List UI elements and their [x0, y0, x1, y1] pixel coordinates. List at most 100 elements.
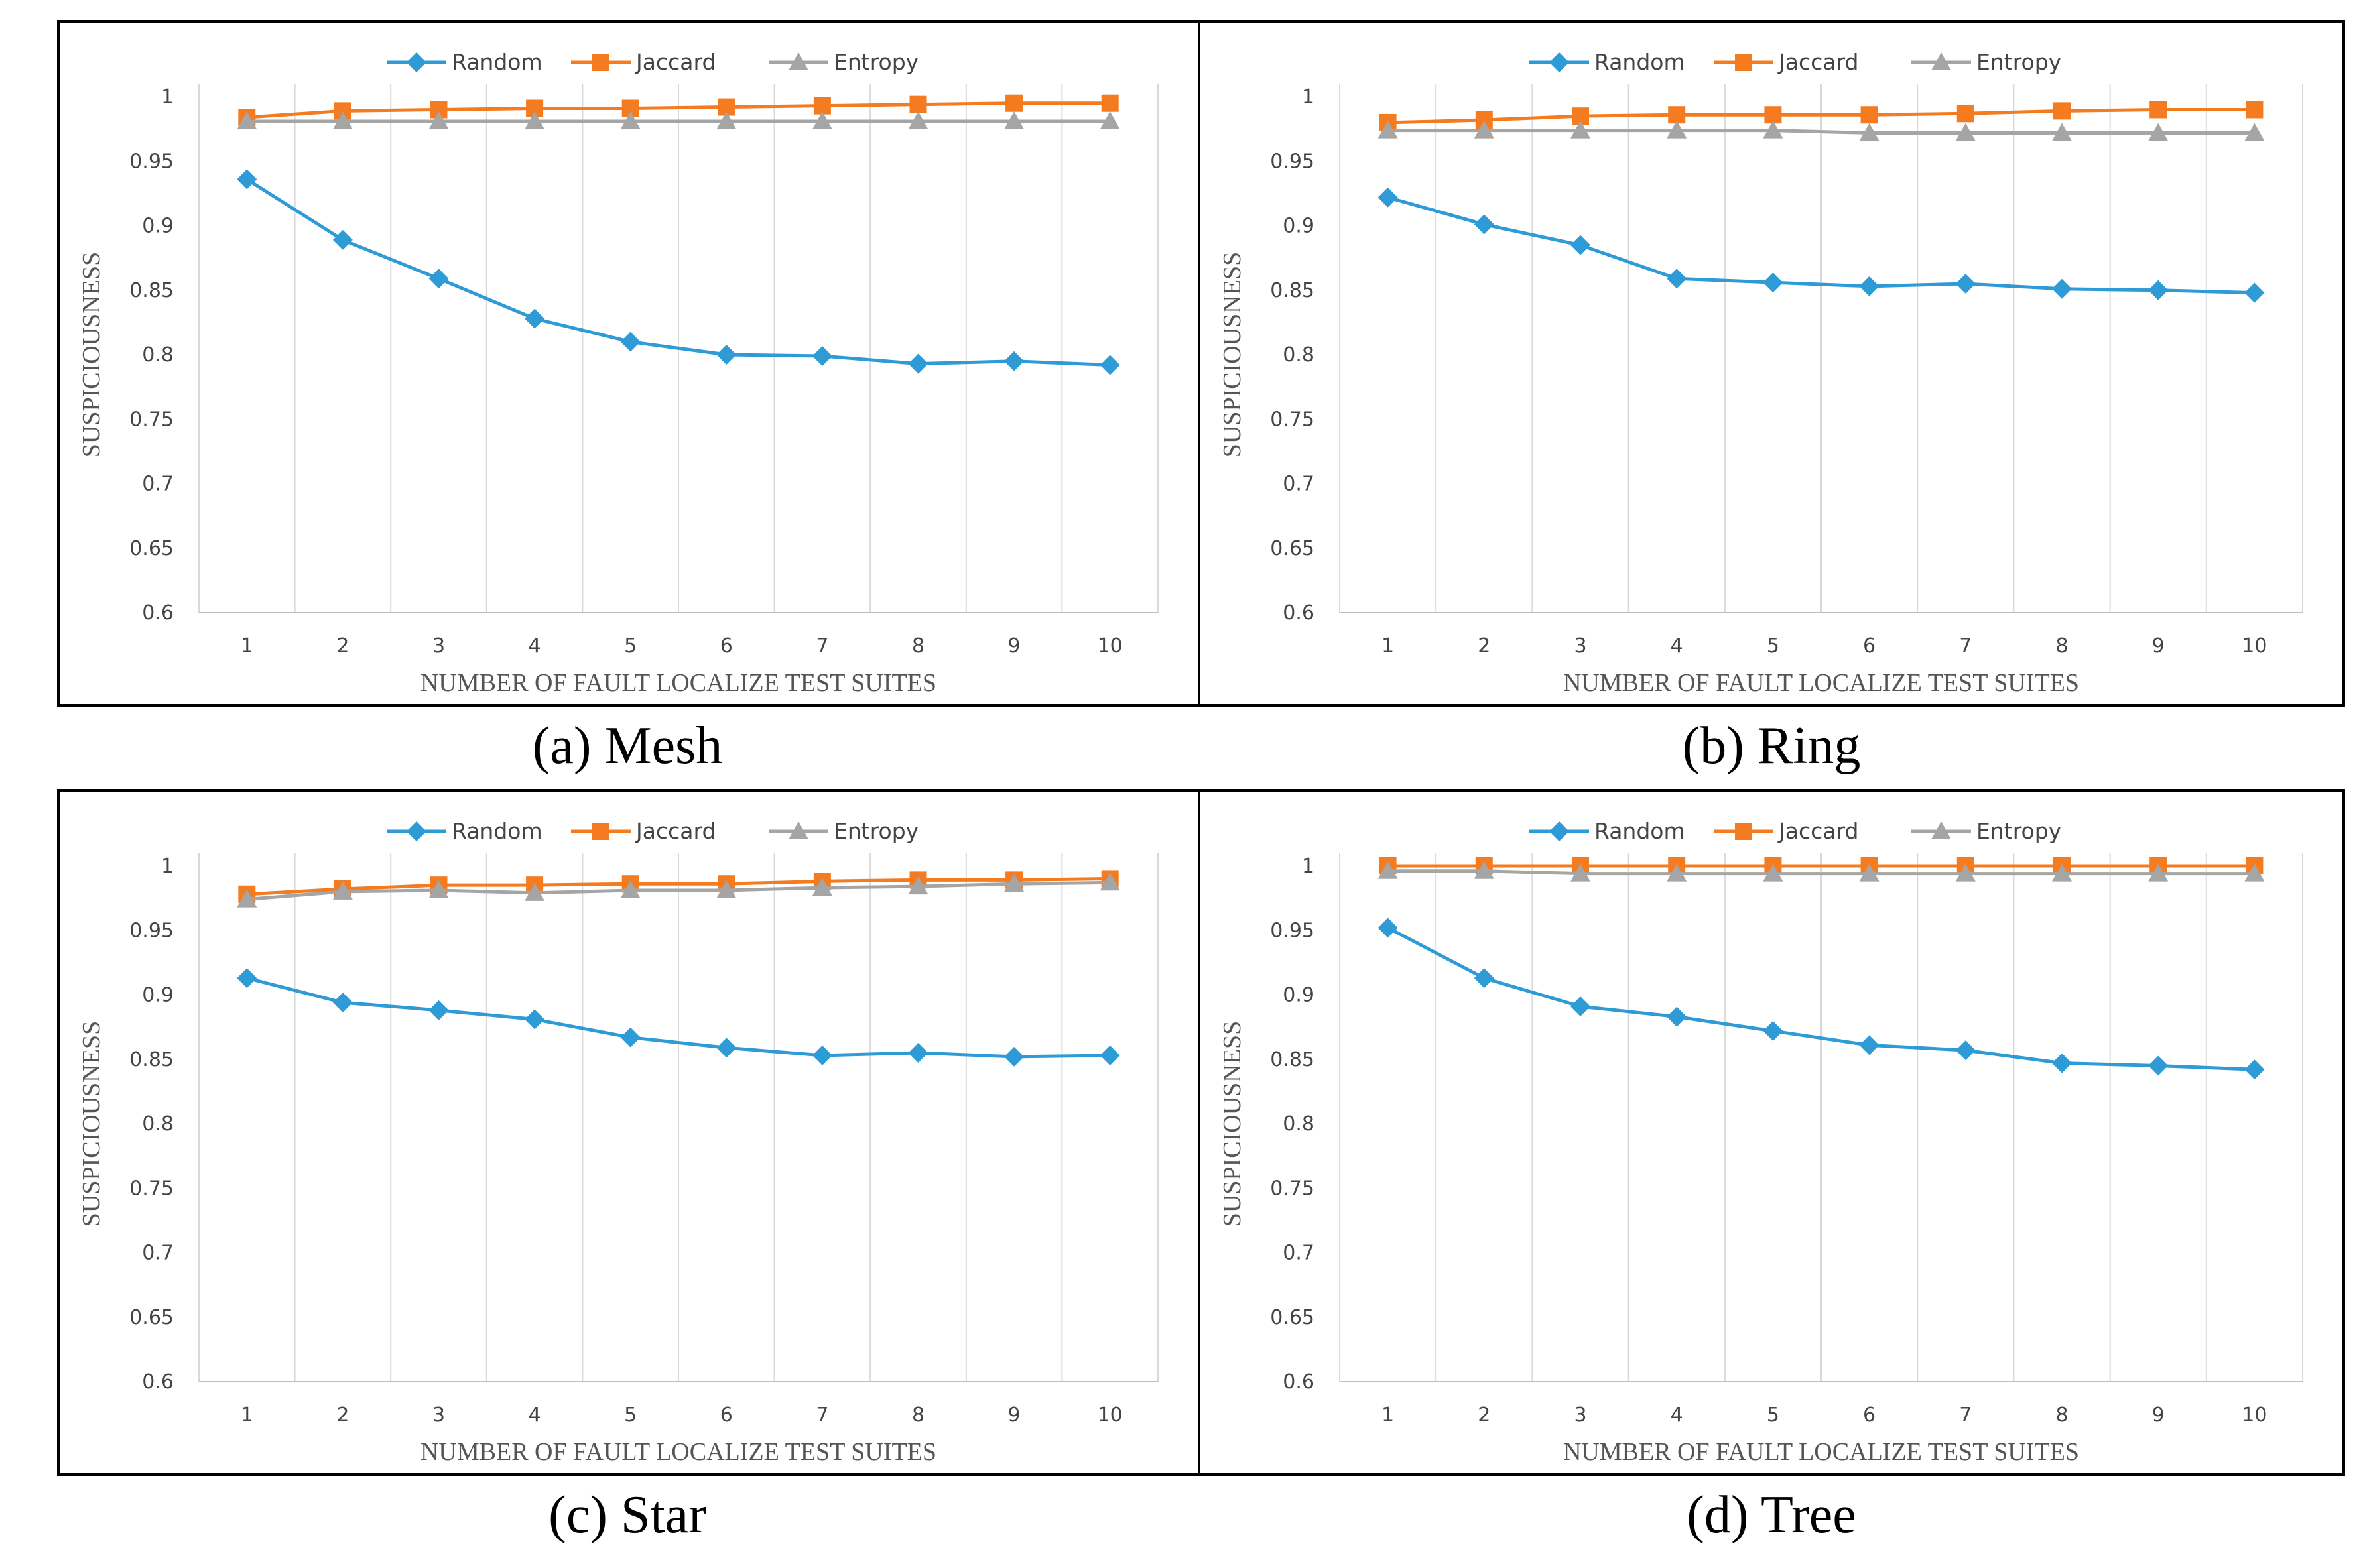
chart-star-data-point-random	[908, 1043, 928, 1063]
chart-ring-x-tick-label: 3	[1574, 634, 1586, 658]
chart-star-y-tick-label: 0.6	[142, 1370, 174, 1394]
chart-star-x-tick-label: 2	[336, 1404, 349, 1427]
chart-star-y-tick-label: 0.9	[142, 984, 174, 1007]
chart-ring-data-point-entropy	[1667, 120, 1687, 139]
chart-ring-data-point-random	[1667, 269, 1687, 289]
chart-tree-x-tick-label: 2	[1478, 1404, 1490, 1427]
chart-mesh-data-point-entropy	[1100, 111, 1120, 129]
chart-star-x-tick-label: 7	[816, 1404, 828, 1427]
chart-ring-data-point-entropy	[2244, 123, 2265, 141]
chart-ring-data-point-jaccard	[2053, 102, 2071, 120]
chart-tree-legend-marker-random	[1549, 821, 1569, 841]
chart-ring-data-point-random	[1859, 276, 1880, 296]
chart-mesh-data-point-entropy	[237, 111, 257, 129]
chart-mesh-data-point-entropy	[428, 111, 449, 129]
chart-mesh-y-tick-label: 0.7	[142, 473, 174, 496]
chart-tree-series-line-entropy	[1387, 869, 2255, 876]
chart-star-data-point-entropy	[237, 889, 257, 908]
chart-mesh-x-axis-title: NUMBER OF FAULT LOCALIZE TEST SUITES	[420, 669, 936, 697]
chart-mesh-x-tick-label: 9	[1008, 634, 1021, 658]
chart-tree-x-tick-label: 4	[1671, 1404, 1683, 1427]
chart-mesh-data-point-jaccard	[1101, 94, 1119, 112]
chart-tree-x-tick-label: 1	[1381, 1404, 1394, 1427]
chart-tree-x-tick-label: 10	[2242, 1404, 2267, 1427]
chart-mesh-data-point-entropy	[716, 111, 737, 129]
chart-star-y-tick-label: 0.85	[129, 1048, 174, 1071]
chart-ring-data-point-entropy	[1763, 120, 1783, 139]
chart-tree-x-tick-label: 6	[1863, 1404, 1876, 1427]
chart-tree-data-point-random	[1955, 1040, 1976, 1061]
chart-ring-svg: 0.6 0.65 0.7 0.75 0.8 0.85 0.9 0.95 1 1 2 3 4 5 6 7 8 9 10…	[1218, 49, 2303, 697]
chart-tree-svg: 0.6 0.65 0.7 0.75 0.8 0.85 0.9 0.95 1 1 2 3 4 5 6 7 8 9 10…	[1218, 818, 2303, 1466]
chart-tree-data-point-entropy	[1377, 861, 1398, 879]
chart-ring-x-tick-label: 5	[1767, 634, 1779, 658]
chart-ring-y-tick-label: 0.75	[1270, 408, 1314, 431]
chart-mesh-data-point-random	[428, 269, 449, 289]
chart-mesh-y-tick-label: 0.6	[142, 601, 174, 625]
chart-mesh-data-point-random	[237, 169, 257, 190]
chart-star-data-point-entropy	[332, 881, 353, 900]
chart-ring-y-tick-label: 0.6	[1283, 601, 1314, 625]
chart-star-legend-marker-random	[407, 821, 426, 841]
chart-ring-y-tick-label: 0.8	[1283, 343, 1314, 367]
chart-star-x-tick-label: 1	[241, 1404, 253, 1427]
chart-mesh: 0.6 0.65 0.7 0.75 0.8 0.85 0.9 0.95 1 1 2 3 4 5 6 7 8 9 10…	[60, 23, 1198, 704]
chart-mesh-data-point-random	[620, 332, 641, 352]
chart-ring-data-point-random	[1474, 214, 1494, 235]
chart-ring-data-point-jaccard	[1860, 106, 1878, 124]
chart-mesh-x-tick-label: 10	[1098, 634, 1123, 658]
chart-mesh-y-tick-label: 0.65	[129, 537, 174, 560]
chart-tree-data-point-entropy	[1667, 863, 1687, 882]
chart-tree-x-tick-label: 3	[1574, 1404, 1586, 1427]
chart-tree-data-point-random	[1859, 1035, 1880, 1055]
chart-ring-data-point-random	[2244, 282, 2265, 303]
chart-mesh-legend-label-entropy: Entropy	[834, 49, 919, 75]
chart-tree-y-tick-label: 0.65	[1270, 1306, 1314, 1329]
chart-ring-data-point-entropy	[1570, 120, 1590, 139]
caption-star: (c) Star	[548, 1486, 706, 1544]
chart-ring-y-tick-label: 0.85	[1270, 279, 1314, 302]
chart-ring-x-tick-label: 2	[1478, 634, 1490, 658]
chart-tree-data-point-entropy	[1763, 863, 1783, 882]
chart-mesh-data-point-random	[716, 345, 737, 365]
chart-star-y-tick-label: 0.75	[129, 1177, 174, 1200]
chart-ring-data-point-random	[2148, 280, 2169, 300]
chart-ring-series-line-random	[1387, 196, 2255, 295]
chart-star-y-tick-label: 0.65	[129, 1306, 174, 1329]
chart-ring-x-tick-label: 10	[2242, 634, 2267, 658]
chart-ring-legend-marker-jaccard	[1735, 54, 1752, 71]
chart-star-series-line-random	[246, 976, 1110, 1059]
chart-mesh-y-tick-label: 1	[161, 86, 174, 109]
chart-star-data-point-entropy	[1004, 874, 1025, 892]
chart-mesh-series-line-random	[245, 178, 1110, 367]
caption-mesh: (a) Mesh	[532, 717, 723, 775]
chart-ring: 0.6 0.65 0.7 0.75 0.8 0.85 0.9 0.95 1 1 2 3 4 5 6 7 8 9 10…	[1200, 23, 2342, 704]
chart-tree-legend-marker-jaccard	[1735, 823, 1752, 840]
chart-star-data-point-random	[428, 1000, 449, 1020]
chart-ring-legend-marker-entropy	[1931, 52, 1951, 70]
chart-mesh-data-point-entropy	[908, 111, 928, 129]
chart-tree-y-tick-label: 0.8	[1283, 1113, 1314, 1136]
chart-ring-y-tick-label: 0.95	[1270, 150, 1314, 173]
chart-mesh-data-point-entropy	[332, 111, 353, 129]
chart-star-legend-label-random: Random	[452, 818, 542, 844]
chart-star-data-point-entropy	[428, 880, 449, 898]
chart-mesh-y-tick-label: 0.85	[129, 279, 174, 302]
chart-tree-data-point-random	[2052, 1053, 2072, 1073]
chart-mesh-data-point-random	[812, 345, 832, 366]
chart-ring-data-point-jaccard	[1956, 105, 1974, 123]
chart-tree-y-axis-title: SUSPICIOUSNESS	[1218, 1021, 1246, 1227]
chart-ring-data-point-entropy	[2148, 123, 2169, 141]
chart-mesh-y-tick-label: 0.75	[129, 408, 174, 431]
chart-tree-data-point-entropy	[1859, 863, 1880, 882]
chart-star-data-point-random	[620, 1027, 641, 1048]
chart-mesh-y-tick-label: 0.8	[142, 343, 174, 367]
chart-ring-x-axis-title: NUMBER OF FAULT LOCALIZE TEST SUITES	[1563, 669, 2079, 697]
chart-tree-data-point-random	[1377, 918, 1398, 938]
chart-star-x-tick-label: 9	[1008, 1404, 1021, 1427]
chart-star-data-point-random	[525, 1009, 545, 1030]
chart-star-data-point-random	[1100, 1045, 1120, 1065]
chart-ring-data-point-random	[1377, 187, 1398, 208]
chart-star-x-axis-title: NUMBER OF FAULT LOCALIZE TEST SUITES	[420, 1438, 936, 1466]
chart-star-y-tick-label: 0.95	[129, 919, 174, 942]
